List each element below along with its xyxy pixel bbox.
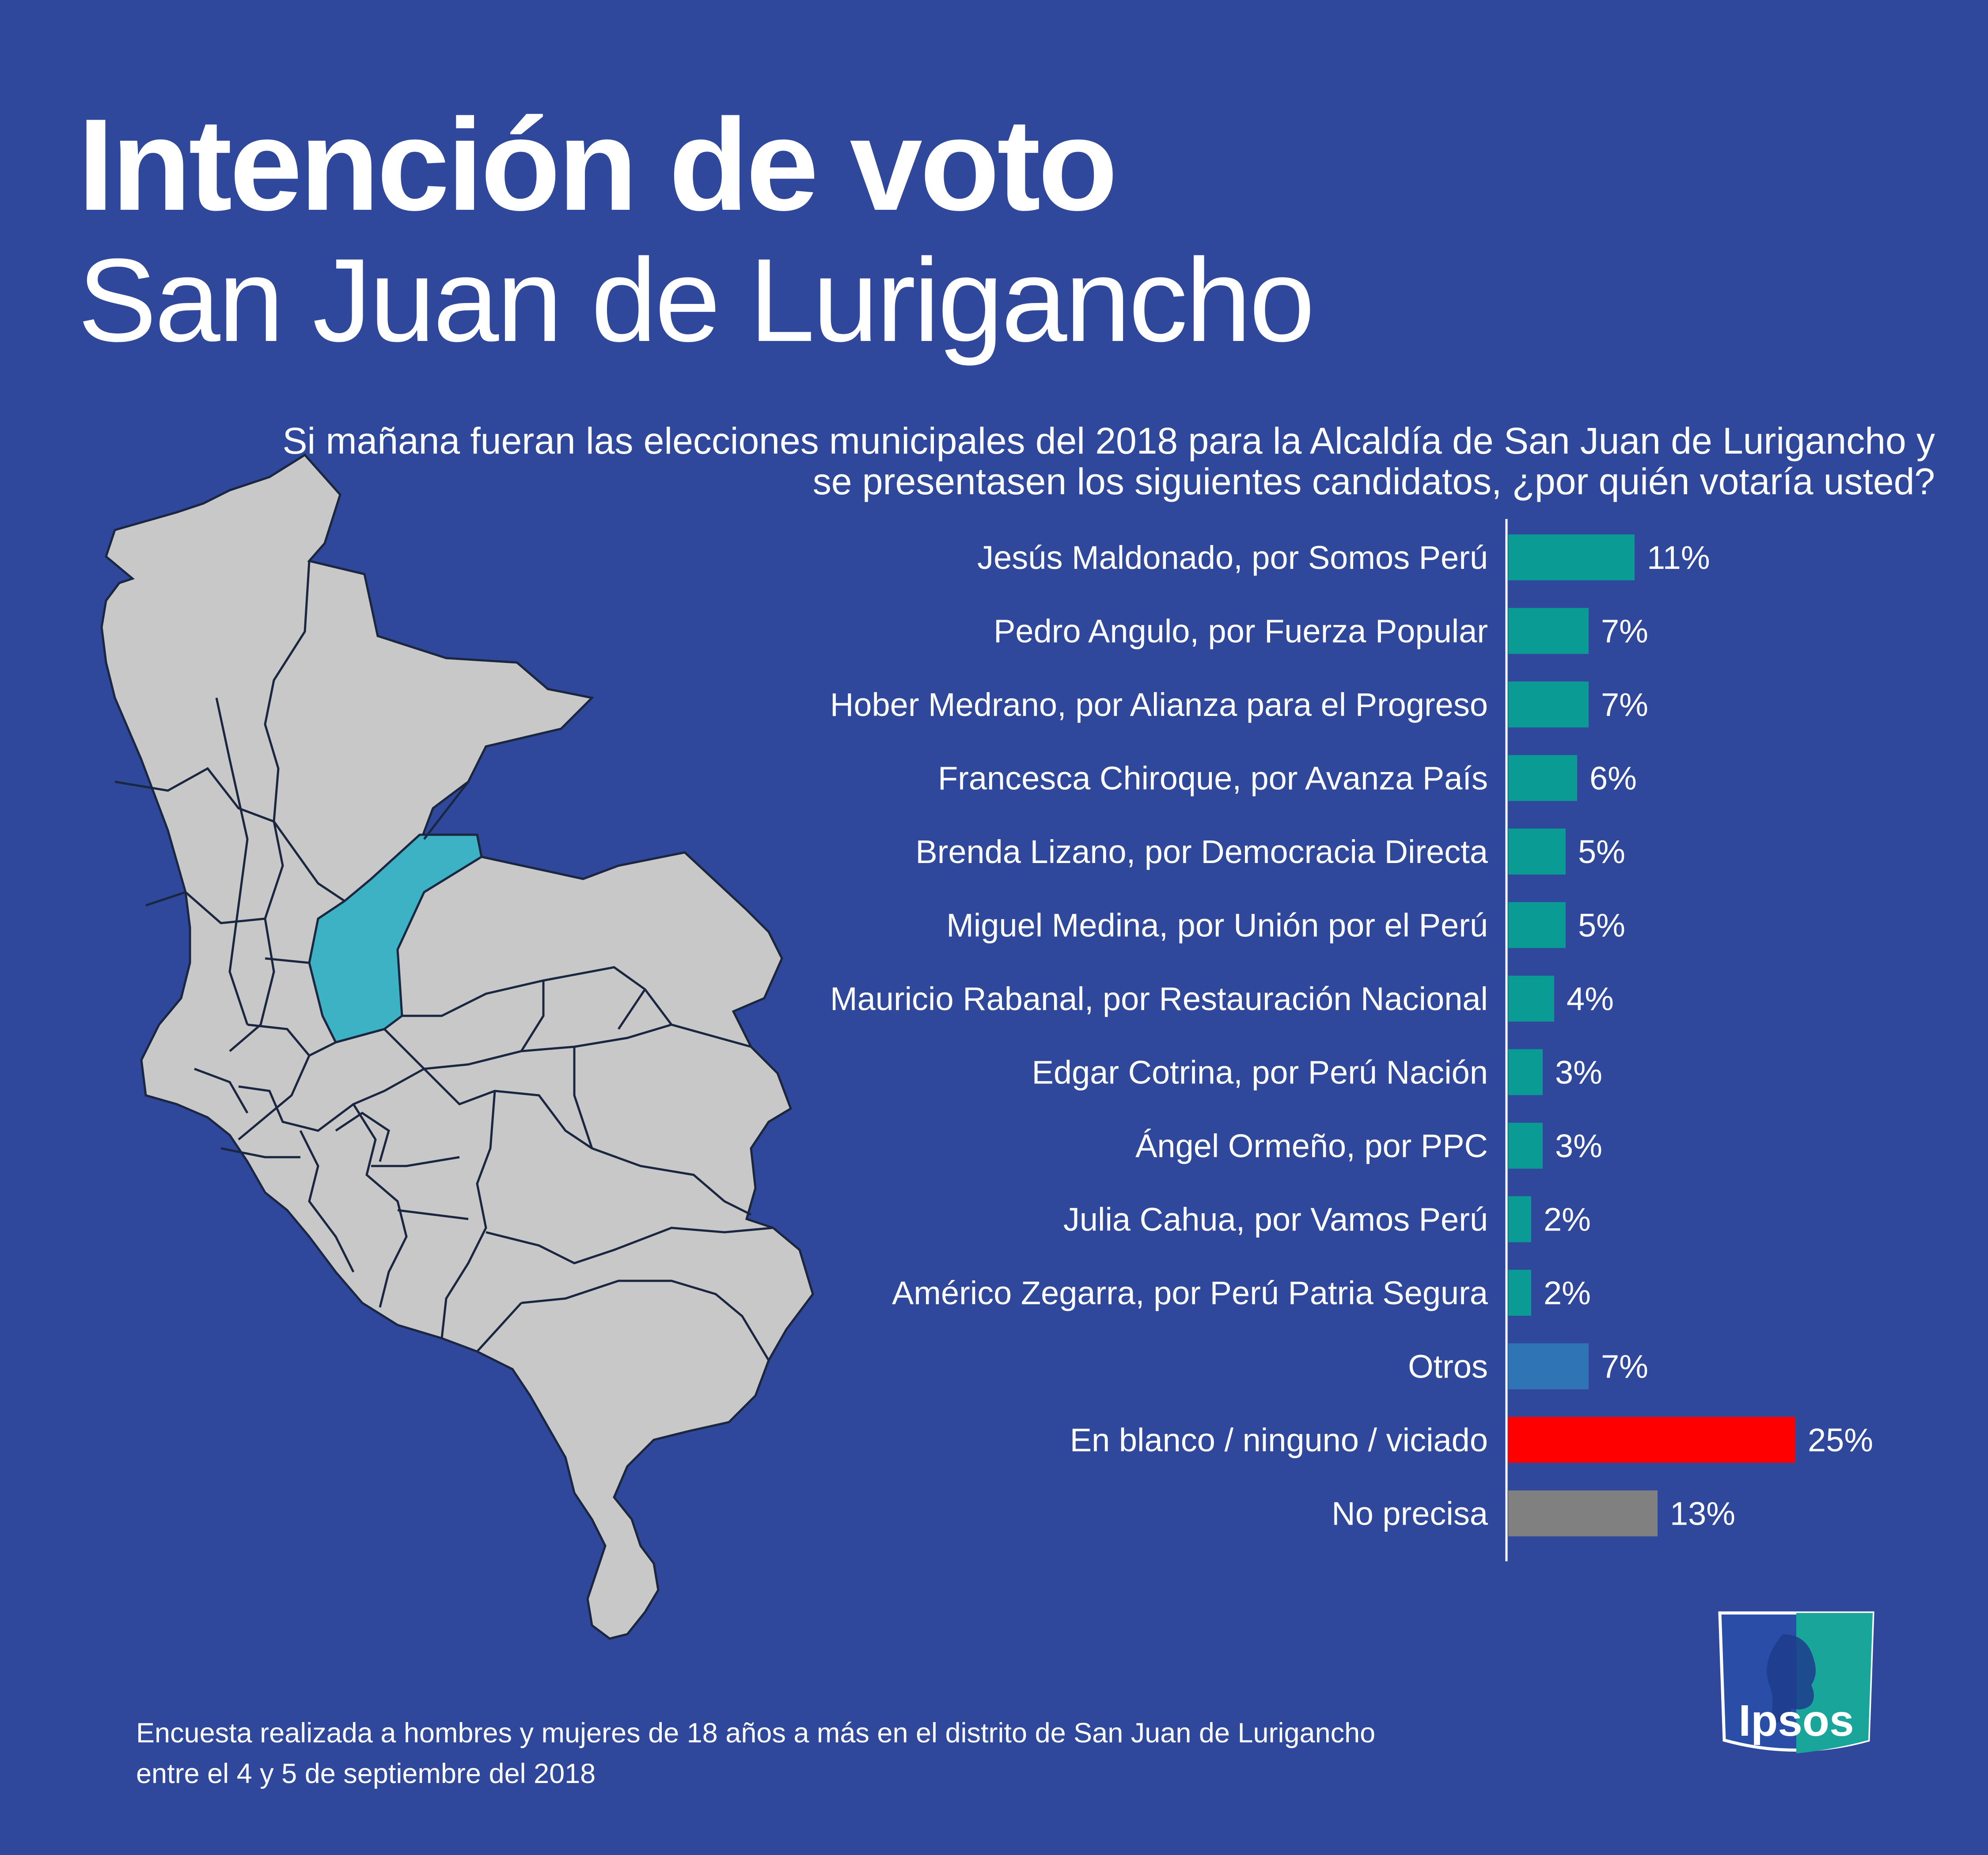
bar (1508, 1417, 1795, 1463)
category-label: En blanco / ninguno / viciado (1070, 1422, 1488, 1458)
value-label: 2% (1544, 1275, 1591, 1311)
value-label: 11% (1647, 539, 1710, 576)
category-label: Hober Medrano, por Alianza para el Progr… (830, 686, 1488, 723)
category-label: No precisa (1332, 1495, 1488, 1532)
logo-text: Ipsos (1738, 1696, 1854, 1745)
footnote-line-2: entre el 4 y 5 de septiembre del 2018 (136, 1758, 596, 1789)
bar (1508, 1196, 1531, 1242)
district-borders (114, 560, 774, 1361)
category-label: Mauricio Rabanal, por Restauración Nacio… (830, 980, 1488, 1017)
ipsos-logo: Ipsos (1716, 1608, 1876, 1760)
category-label: Francesca Chiroque, por Avanza País (938, 760, 1488, 797)
ipsos-logo-icon: Ipsos (1718, 1611, 1874, 1753)
value-label: 7% (1601, 1348, 1648, 1385)
bar (1508, 1490, 1658, 1537)
bar (1508, 902, 1566, 948)
bar (1508, 755, 1577, 801)
page-title: Intención de voto (78, 91, 1118, 238)
bar (1508, 976, 1554, 1022)
bar (1508, 608, 1589, 654)
value-label: 6% (1590, 760, 1637, 797)
category-label: Otros (1408, 1348, 1488, 1385)
category-label: Julia Cahua, por Vamos Perú (1063, 1201, 1488, 1238)
bar (1508, 1123, 1543, 1169)
survey-footnote: Encuesta realizada a hombres y mujeres d… (136, 1713, 1550, 1794)
category-label: Pedro Angulo, por Fuerza Popular (994, 613, 1488, 650)
value-label: 2% (1544, 1201, 1591, 1238)
survey-question: Si mañana fueran las elecciones municipa… (282, 420, 1935, 502)
value-label: 5% (1578, 907, 1625, 944)
category-label: Américo Zegarra, por Perú Patria Segura (892, 1275, 1488, 1311)
value-label: 7% (1601, 613, 1648, 650)
bar (1508, 1270, 1531, 1316)
value-label: 3% (1555, 1054, 1602, 1091)
value-label: 4% (1567, 980, 1614, 1017)
category-label: Brenda Lizano, por Democracia Directa (915, 833, 1488, 870)
bars-group: Jesús Maldonado, por Somos Perú 11% Pedro … (830, 534, 1873, 1537)
bar (1508, 534, 1635, 580)
bar (1508, 1343, 1589, 1389)
bar (1508, 1049, 1543, 1095)
bar (1508, 681, 1589, 727)
category-label: Edgar Cotrina, por Perú Nación (1032, 1054, 1488, 1091)
value-label: 3% (1555, 1128, 1602, 1164)
value-label: 5% (1578, 833, 1625, 870)
category-label: Miguel Medina, por Unión por el Perú (946, 907, 1488, 944)
footnote-line-1: Encuesta realizada a hombres y mujeres d… (136, 1718, 1376, 1749)
category-label: Jesús Maldonado, por Somos Perú (977, 539, 1488, 576)
bar (1508, 829, 1566, 874)
value-label: 25% (1808, 1422, 1873, 1458)
lima-map-outline (100, 453, 814, 1640)
value-label: 13% (1670, 1495, 1735, 1532)
category-label: Ángel Ormeño, por PPC (1135, 1128, 1488, 1164)
value-label: 7% (1601, 686, 1648, 723)
page-subtitle: San Juan de Lurigancho (78, 234, 1315, 366)
